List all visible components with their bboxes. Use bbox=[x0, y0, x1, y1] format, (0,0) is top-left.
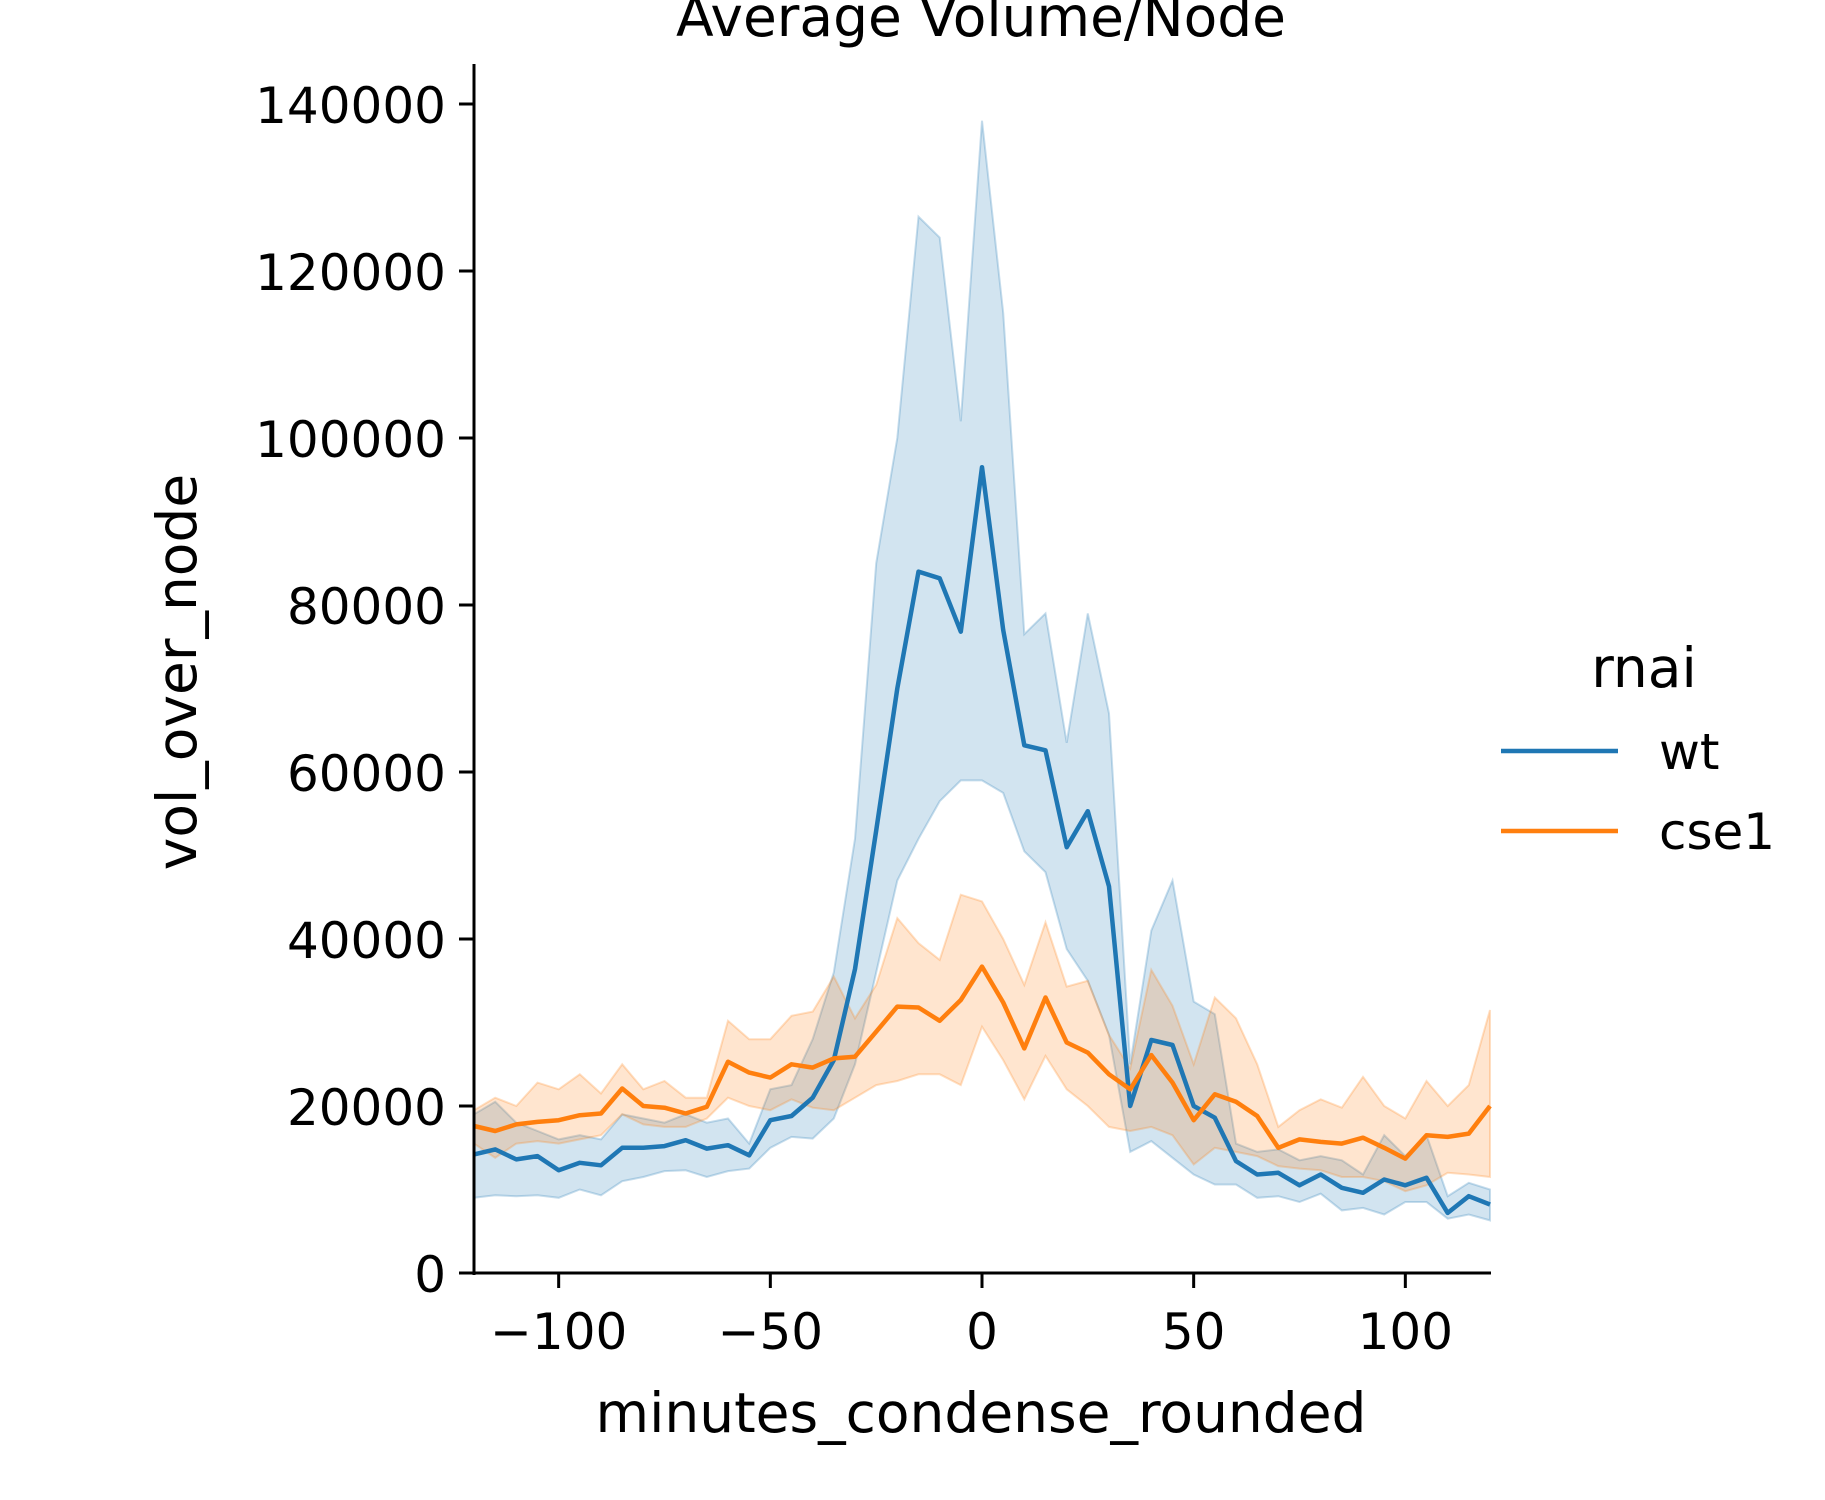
y-tick-label: 140000 bbox=[255, 77, 446, 135]
x-tick-label: 100 bbox=[1358, 1303, 1453, 1361]
chart-title: Average Volume/Node bbox=[676, 0, 1286, 49]
legend-title: rnai bbox=[1591, 636, 1697, 700]
x-tick-label: 50 bbox=[1162, 1303, 1226, 1361]
y-tick-label: 40000 bbox=[287, 912, 446, 970]
y-tick-label: 80000 bbox=[287, 578, 446, 636]
y-axis-label: vol_over_node bbox=[145, 474, 209, 870]
confidence-bands bbox=[473, 120, 1491, 1222]
x-axis-label: minutes_condense_rounded bbox=[596, 1381, 1367, 1445]
x-ticks: −100 −50 0 50 100 bbox=[490, 1273, 1453, 1361]
y-tick-label: 120000 bbox=[255, 244, 446, 302]
y-tick-label: 0 bbox=[414, 1246, 446, 1304]
legend-label-wt: wt bbox=[1659, 723, 1720, 781]
series-lines bbox=[473, 464, 1492, 1216]
ci-band-wt bbox=[473, 120, 1491, 1222]
y-ticks: 0 20000 40000 60000 80000 100000 120000 140000 bbox=[255, 77, 474, 1304]
legend: rnai wt cse1 bbox=[1501, 636, 1775, 861]
ci-band-cse1 bbox=[473, 893, 1491, 1193]
y-tick-label: 20000 bbox=[287, 1079, 446, 1137]
y-tick-label: 60000 bbox=[287, 745, 446, 803]
series-line-wt bbox=[473, 464, 1491, 1216]
y-tick-label: 100000 bbox=[255, 411, 446, 469]
x-tick-label: −100 bbox=[490, 1303, 627, 1361]
x-tick-label: 0 bbox=[966, 1303, 998, 1361]
series-line-cse1 bbox=[473, 964, 1492, 1161]
x-tick-label: −50 bbox=[718, 1303, 824, 1361]
legend-label-cse1: cse1 bbox=[1659, 803, 1775, 861]
